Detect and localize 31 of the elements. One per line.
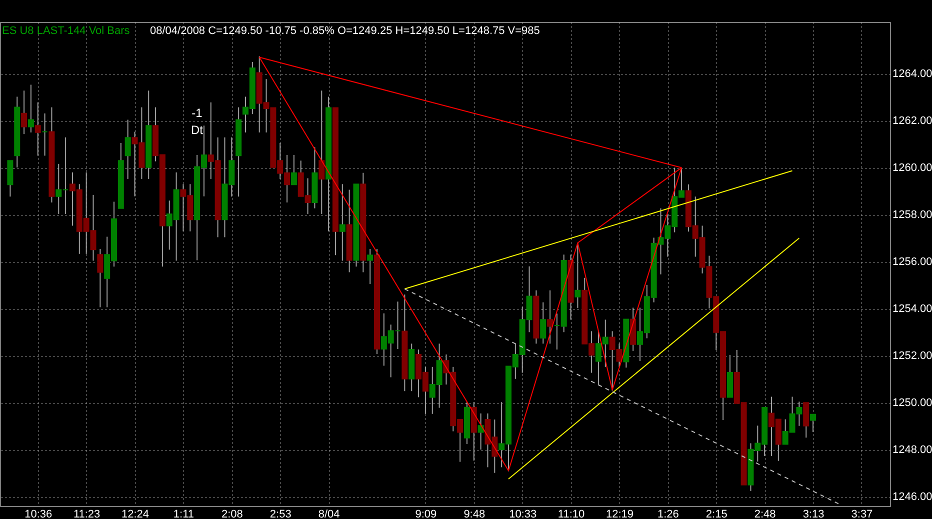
chart-subtitle: 08/04/2008 C=1249.50 -10.75 -0.85% O=1249.25 H=1249.50 L=1248.75 V=985 bbox=[150, 25, 540, 37]
x-tick-label: 8/04 bbox=[318, 508, 340, 520]
x-tick-label: 11:23 bbox=[73, 508, 100, 520]
y-tick-label: 1256.00 bbox=[892, 256, 932, 268]
y-tick-label: 1248.00 bbox=[892, 444, 932, 456]
annotation: -1 bbox=[192, 106, 203, 120]
x-tick-label: 2:15 bbox=[706, 508, 728, 520]
y-tick-label: 1262.00 bbox=[892, 115, 932, 128]
x-tick-label: 1:11 bbox=[173, 508, 194, 520]
x-tick-label: 3:13 bbox=[802, 508, 824, 520]
y-tick-label: 1258.00 bbox=[892, 209, 932, 222]
x-tick-label: 12:24 bbox=[122, 508, 150, 520]
x-tick-label: 10:36 bbox=[24, 508, 52, 520]
y-tick-label: 1250.00 bbox=[892, 397, 932, 410]
x-tick-label: 1:26 bbox=[657, 508, 679, 520]
x-tick-label: 10:33 bbox=[509, 508, 537, 520]
x-tick-label: 9:48 bbox=[464, 508, 486, 520]
x-tick-label: 2:48 bbox=[754, 508, 776, 520]
y-tick-label: 1260.00 bbox=[892, 162, 932, 174]
y-tick-label: 1246.00 bbox=[892, 491, 932, 504]
x-tick-label: 2:08 bbox=[221, 508, 243, 520]
x-tick-label: 12:19 bbox=[606, 508, 634, 520]
y-tick-label: 1264.00 bbox=[892, 68, 932, 80]
x-tick-label: 2:53 bbox=[270, 508, 292, 520]
y-tick-label: 1252.00 bbox=[892, 350, 932, 362]
chart-title: ES U8 LAST-144 Vol Bars bbox=[2, 25, 130, 37]
x-tick-label: 11:10 bbox=[558, 508, 585, 520]
x-tick-label: 3:37 bbox=[851, 508, 873, 520]
x-tick-label: 9:09 bbox=[415, 508, 437, 520]
y-tick-label: 1254.00 bbox=[892, 303, 932, 316]
annotation: Dt bbox=[191, 123, 204, 137]
